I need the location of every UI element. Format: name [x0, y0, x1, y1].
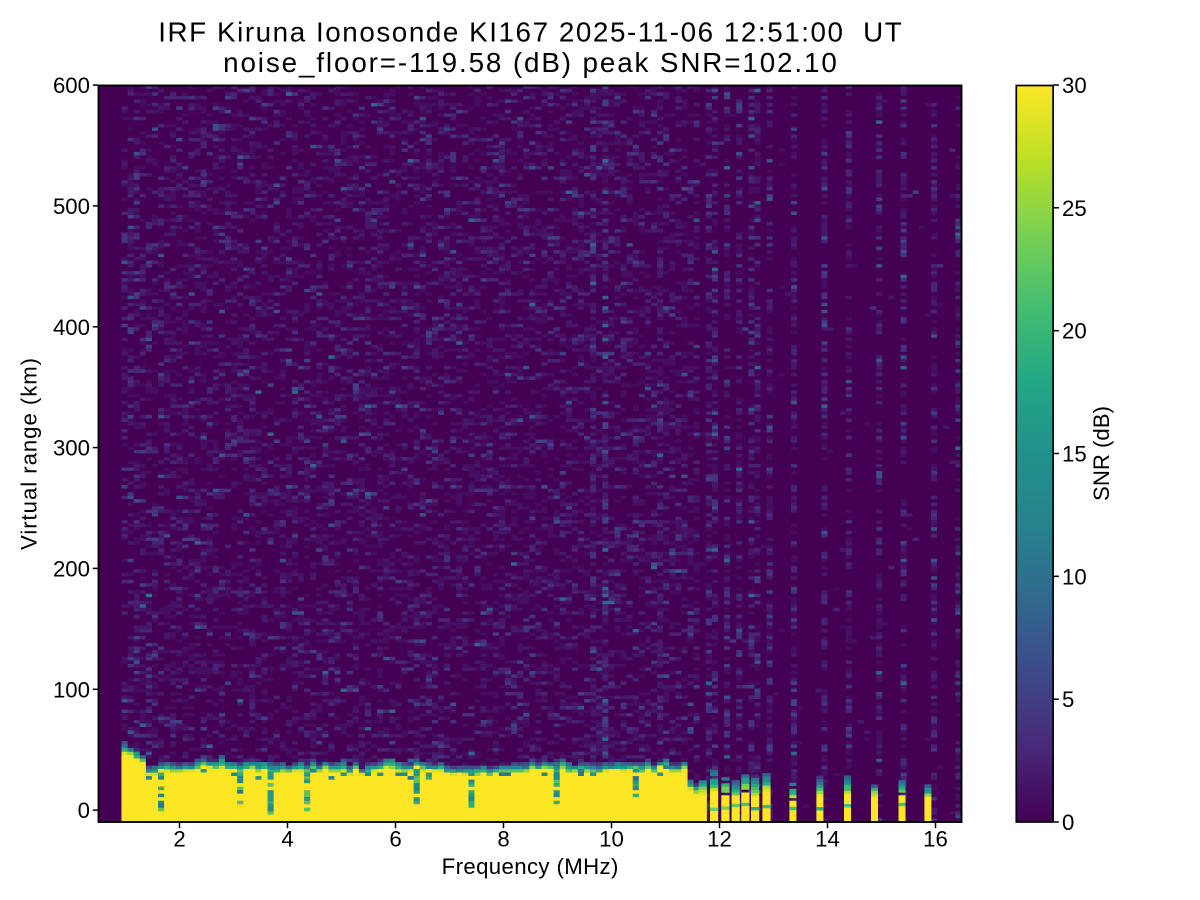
- svg-text:0: 0: [78, 798, 90, 823]
- svg-text:6: 6: [389, 827, 401, 852]
- svg-text:12: 12: [707, 827, 732, 852]
- svg-text:noise_floor=-119.58 (dB) peak: noise_floor=-119.58 (dB) peak SNR=102.10: [223, 47, 839, 78]
- svg-text:100: 100: [53, 677, 90, 702]
- svg-text:20: 20: [1062, 319, 1087, 344]
- svg-text:16: 16: [923, 827, 948, 852]
- svg-text:0: 0: [1062, 810, 1074, 835]
- svg-text:8: 8: [497, 827, 509, 852]
- svg-text:Frequency (MHz): Frequency (MHz): [442, 854, 619, 879]
- svg-text:400: 400: [53, 315, 90, 340]
- svg-text:500: 500: [53, 194, 90, 219]
- svg-text:IRF Kiruna Ionosonde KI167 202: IRF Kiruna Ionosonde KI167 2025-11-06 12…: [158, 16, 903, 47]
- svg-text:25: 25: [1062, 196, 1087, 221]
- svg-text:14: 14: [815, 827, 840, 852]
- svg-text:30: 30: [1062, 73, 1087, 98]
- svg-text:Virtual range (km): Virtual range (km): [16, 357, 41, 550]
- svg-text:SNR (dB): SNR (dB): [1089, 406, 1114, 501]
- svg-text:300: 300: [53, 436, 90, 461]
- svg-text:10: 10: [1062, 564, 1087, 589]
- svg-text:600: 600: [53, 73, 90, 98]
- svg-text:5: 5: [1062, 687, 1074, 712]
- svg-text:2: 2: [173, 827, 185, 852]
- svg-text:10: 10: [599, 827, 624, 852]
- svg-text:200: 200: [53, 556, 90, 581]
- svg-text:4: 4: [281, 827, 293, 852]
- svg-text:15: 15: [1062, 442, 1087, 467]
